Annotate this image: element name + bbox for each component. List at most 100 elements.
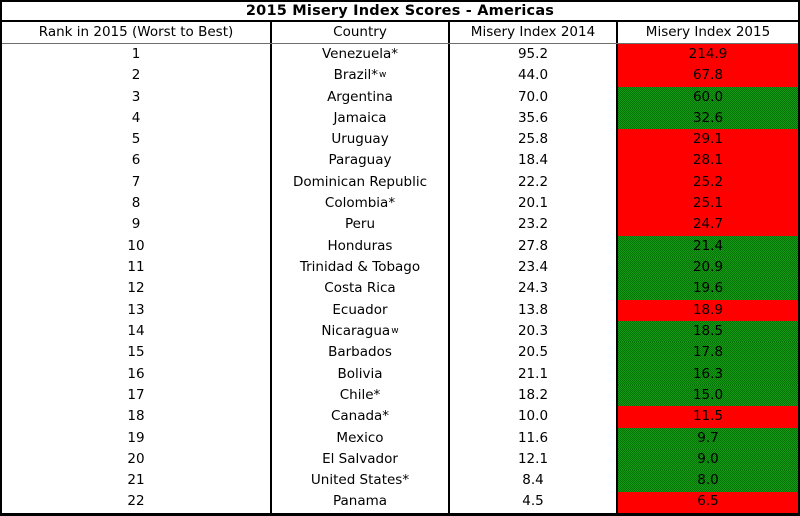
country-cell: Argentina xyxy=(272,86,450,108)
country-cell: Colombia* xyxy=(272,193,450,215)
index-2015-cell: 24.7 xyxy=(618,214,798,236)
country-cell: Brazil* w xyxy=(272,65,450,87)
rank-cell: 4 xyxy=(2,107,272,130)
rank-cell: 16 xyxy=(2,363,272,385)
index-2015-cell: 21.4 xyxy=(618,235,798,258)
table-row: 5 Uruguay 25.8 29.1 xyxy=(2,129,798,151)
table-body: 1 Venezuela* 95.2 214.9 2 Brazil* w 44.0 67.8 3 Ar… xyxy=(2,44,798,513)
table-header-row: Rank in 2015 (Worst to Best) Country Mis… xyxy=(2,22,798,44)
rank-cell: 15 xyxy=(2,342,272,364)
index-2015-cell: 28.1 xyxy=(618,150,798,172)
index-2014-cell: 13.8 xyxy=(450,299,618,322)
country-cell: El Salvador xyxy=(272,448,450,471)
index-2015-cell: 20.9 xyxy=(618,257,798,279)
table-row: 17 Chile* 18.2 15.0 xyxy=(2,385,798,407)
table-row: 14 Nicaragua w 20.3 18.5 xyxy=(2,321,798,343)
rank-cell: 14 xyxy=(2,321,272,343)
table-row: 2 Brazil* w 44.0 67.8 xyxy=(2,65,798,87)
index-2014-cell: 20.3 xyxy=(450,321,618,343)
rank-cell: 13 xyxy=(2,299,272,322)
country-cell: Costa Rica xyxy=(272,278,450,300)
table-row: 6 Paraguay 18.4 28.1 xyxy=(2,150,798,172)
table-row: 15 Barbados 20.5 17.8 xyxy=(2,342,798,364)
index-2014-cell: 35.6 xyxy=(450,107,618,130)
table-row: 9 Peru 23.2 24.7 xyxy=(2,214,798,236)
index-2015-cell: 18.5 xyxy=(618,321,798,343)
index-2014-cell: 95.2 xyxy=(450,44,618,66)
rank-cell: 1 xyxy=(2,44,272,66)
country-cell: Jamaica xyxy=(272,107,450,130)
index-2014-cell: 20.5 xyxy=(450,342,618,364)
table-row: 19 Mexico 11.6 9.7 xyxy=(2,427,798,449)
rank-cell: 9 xyxy=(2,214,272,236)
rank-cell: 2 xyxy=(2,65,272,87)
index-2015-cell: 16.3 xyxy=(618,363,798,385)
index-2014-cell: 20.1 xyxy=(450,193,618,215)
index-2015-cell: 9.7 xyxy=(618,427,798,449)
rank-cell: 3 xyxy=(2,86,272,108)
column-header-misery-2014: Misery Index 2014 xyxy=(450,22,618,43)
country-cell: Canada* xyxy=(272,406,450,428)
country-cell: Chile* xyxy=(272,385,450,407)
rank-cell: 18 xyxy=(2,406,272,428)
table-row: 16 Bolivia 21.1 16.3 xyxy=(2,363,798,385)
table-row: 1 Venezuela* 95.2 214.9 xyxy=(2,44,798,66)
rank-cell: 21 xyxy=(2,470,272,492)
index-2014-cell: 27.8 xyxy=(450,235,618,258)
index-2015-cell: 19.6 xyxy=(618,278,798,300)
country-cell: Paraguay xyxy=(272,150,450,172)
column-header-rank: Rank in 2015 (Worst to Best) xyxy=(2,22,272,43)
country-cell: Peru xyxy=(272,214,450,236)
country-cell: Uruguay xyxy=(272,129,450,151)
index-2015-cell: 29.1 xyxy=(618,129,798,151)
table-row: 11 Trinidad & Tobago 23.4 20.9 xyxy=(2,257,798,279)
country-cell: Mexico xyxy=(272,427,450,449)
rank-cell: 12 xyxy=(2,278,272,300)
index-2015-cell: 15.0 xyxy=(618,385,798,407)
index-2014-cell: 21.1 xyxy=(450,363,618,385)
index-2015-cell: 60.0 xyxy=(618,86,798,108)
country-cell: Nicaragua w xyxy=(272,321,450,343)
table-row: 10 Honduras 27.8 21.4 xyxy=(2,235,798,258)
country-cell: Bolivia xyxy=(272,363,450,385)
country-cell: United States* xyxy=(272,470,450,492)
country-cell: Trinidad & Tobago xyxy=(272,257,450,279)
rank-cell: 5 xyxy=(2,129,272,151)
rank-cell: 8 xyxy=(2,193,272,215)
index-2015-cell: 9.0 xyxy=(618,448,798,471)
index-2015-cell: 32.6 xyxy=(618,107,798,130)
index-2014-cell: 44.0 xyxy=(450,65,618,87)
country-cell: Panama xyxy=(272,491,450,513)
country-cell: Barbados xyxy=(272,342,450,364)
index-2014-cell: 8.4 xyxy=(450,470,618,492)
column-header-misery-2015: Misery Index 2015 xyxy=(645,23,771,40)
index-2014-cell: 11.6 xyxy=(450,427,618,449)
rank-cell: 19 xyxy=(2,427,272,449)
index-2015-cell: 11.5 xyxy=(618,406,798,428)
index-2015-cell: 8.0 xyxy=(618,470,798,492)
table-row: 12 Costa Rica 24.3 19.6 xyxy=(2,278,798,300)
table-row: 13 Ecuador 13.8 18.9 xyxy=(2,299,798,322)
table-row: 22 Panama 4.5 6.5 xyxy=(2,491,798,513)
rank-cell: 10 xyxy=(2,235,272,258)
index-2014-cell: 24.3 xyxy=(450,278,618,300)
country-cell: Honduras xyxy=(272,235,450,258)
rank-cell: 11 xyxy=(2,257,272,279)
index-2015-cell: 214.9 xyxy=(618,44,798,66)
table-title: 2015 Misery Index Scores - Americas xyxy=(2,2,798,22)
table-row: 20 El Salvador 12.1 9.0 xyxy=(2,448,798,471)
rank-cell: 20 xyxy=(2,448,272,471)
table-row: 21 United States* 8.4 8.0 xyxy=(2,470,798,492)
country-cell: Dominican Republic xyxy=(272,171,450,194)
index-2014-cell: 25.8 xyxy=(450,129,618,151)
table-row: 7 Dominican Republic 22.2 25.2 xyxy=(2,171,798,194)
index-2014-cell: 10.0 xyxy=(450,406,618,428)
table-row: 4 Jamaica 35.6 32.6 xyxy=(2,107,798,130)
index-2014-cell: 23.4 xyxy=(450,257,618,279)
rank-cell: 17 xyxy=(2,385,272,407)
index-2014-cell: 18.4 xyxy=(450,150,618,172)
index-2015-cell: 25.1 xyxy=(618,193,798,215)
country-cell: Venezuela* xyxy=(272,44,450,66)
table-row: 18 Canada* 10.0 11.5 xyxy=(2,406,798,428)
